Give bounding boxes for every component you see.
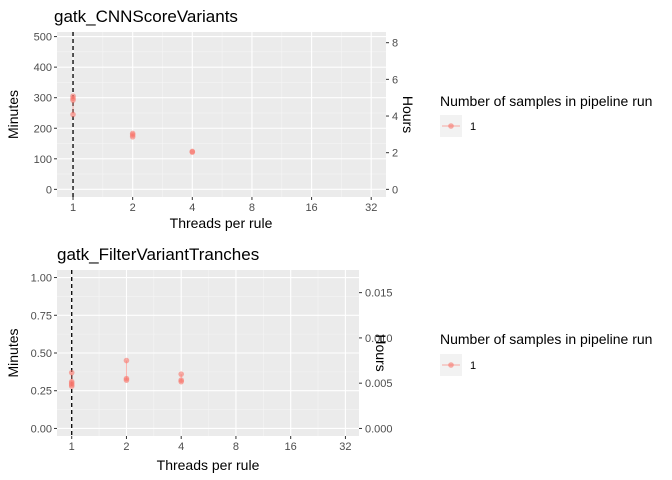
y2-tick-label: 0.010 [365,333,393,345]
data-point [129,134,136,140]
data-marks [68,357,185,390]
y-tick-label: 300 [34,93,52,105]
legend-key-point [448,362,454,368]
y-tick-label: 0.75 [31,310,52,322]
y-axis-title: Minutes [5,90,21,139]
legend-entry-label: 1 [470,360,476,372]
y-tick-label: 0.00 [31,423,52,435]
y-tick-label: 200 [34,123,52,135]
y2-tick-label: 8 [392,38,398,50]
legend-entry-label: 1 [470,121,476,133]
legend-title: Number of samples in pipeline run [440,331,652,347]
data-point [178,378,185,385]
x-tick-label: 1 [70,202,76,214]
legend: Number of samples in pipeline run 1 [440,93,652,137]
x-tick-label: 2 [123,441,129,453]
secondary-y-axis-title: Hours [400,96,416,133]
x-axis-title: Threads per rule [170,215,273,231]
y-tick-label: 500 [34,32,52,44]
data-point [68,383,75,390]
data-point [189,149,196,155]
panel-filtervarianttranches: gatk_FilterVariantTranches 0.000.250.500… [5,245,652,473]
x-tick-label: 8 [233,441,239,453]
y-axis-title: Minutes [5,328,21,377]
data-point [178,371,185,377]
legend-title: Number of samples in pipeline run [440,93,652,109]
x-tick-label: 16 [285,441,297,453]
gridlines [57,32,386,197]
secondary-y-axis-ticks: 0 2 4 6 8 [386,38,398,196]
gridlines [57,270,359,436]
y-tick-label: 400 [34,62,52,74]
secondary-y-axis-title: Hours [373,334,389,371]
data-point [68,369,75,376]
x-tick-label: 8 [249,202,255,214]
y2-tick-label: 4 [392,111,398,123]
data-point [70,111,76,118]
x-tick-label: 16 [305,202,317,214]
plot-background [57,32,386,197]
y2-tick-label: 2 [392,148,398,160]
x-axis-title: Threads per rule [157,457,260,473]
legend-key-point [448,123,454,129]
data-point [70,97,76,103]
y-tick-label: 0.25 [31,386,52,398]
data-point [123,377,130,383]
y2-tick-label: 0.000 [365,423,393,435]
panel-cnnscorevariants: gatk_CNNScoreVariants 0 100 200 300 400 500 0… [5,7,652,231]
y-tick-label: 0 [46,184,52,196]
data-marks [70,93,196,155]
panel-title: gatk_CNNScoreVariants [54,7,238,26]
y2-tick-label: 0.015 [365,288,393,300]
legend: Number of samples in pipeline run 1 [440,331,652,376]
y-tick-label: 1.00 [31,273,52,285]
y-axis-ticks: 0.00 0.25 0.50 0.75 1.00 [31,273,57,435]
x-tick-label: 32 [365,202,377,214]
x-tick-label: 4 [178,441,184,453]
x-axis-ticks: 1 2 4 8 16 32 [69,436,352,453]
data-point [123,357,130,364]
secondary-y-axis-ticks: 0.000 0.005 0.010 0.015 [359,288,393,435]
y-axis-ticks: 0 100 200 300 400 500 [34,32,57,196]
x-tick-label: 1 [69,441,75,453]
x-tick-label: 2 [130,202,136,214]
x-tick-label: 4 [189,202,195,214]
x-axis-ticks: 1 2 4 8 16 32 [70,197,377,214]
x-tick-label: 32 [339,441,351,453]
y-tick-label: 100 [34,154,52,166]
y2-tick-label: 0 [392,184,398,196]
panel-title: gatk_FilterVariantTranches [57,245,259,264]
y2-tick-label: 6 [392,74,398,86]
y2-tick-label: 0.005 [365,378,393,390]
y-tick-label: 0.50 [31,348,52,360]
